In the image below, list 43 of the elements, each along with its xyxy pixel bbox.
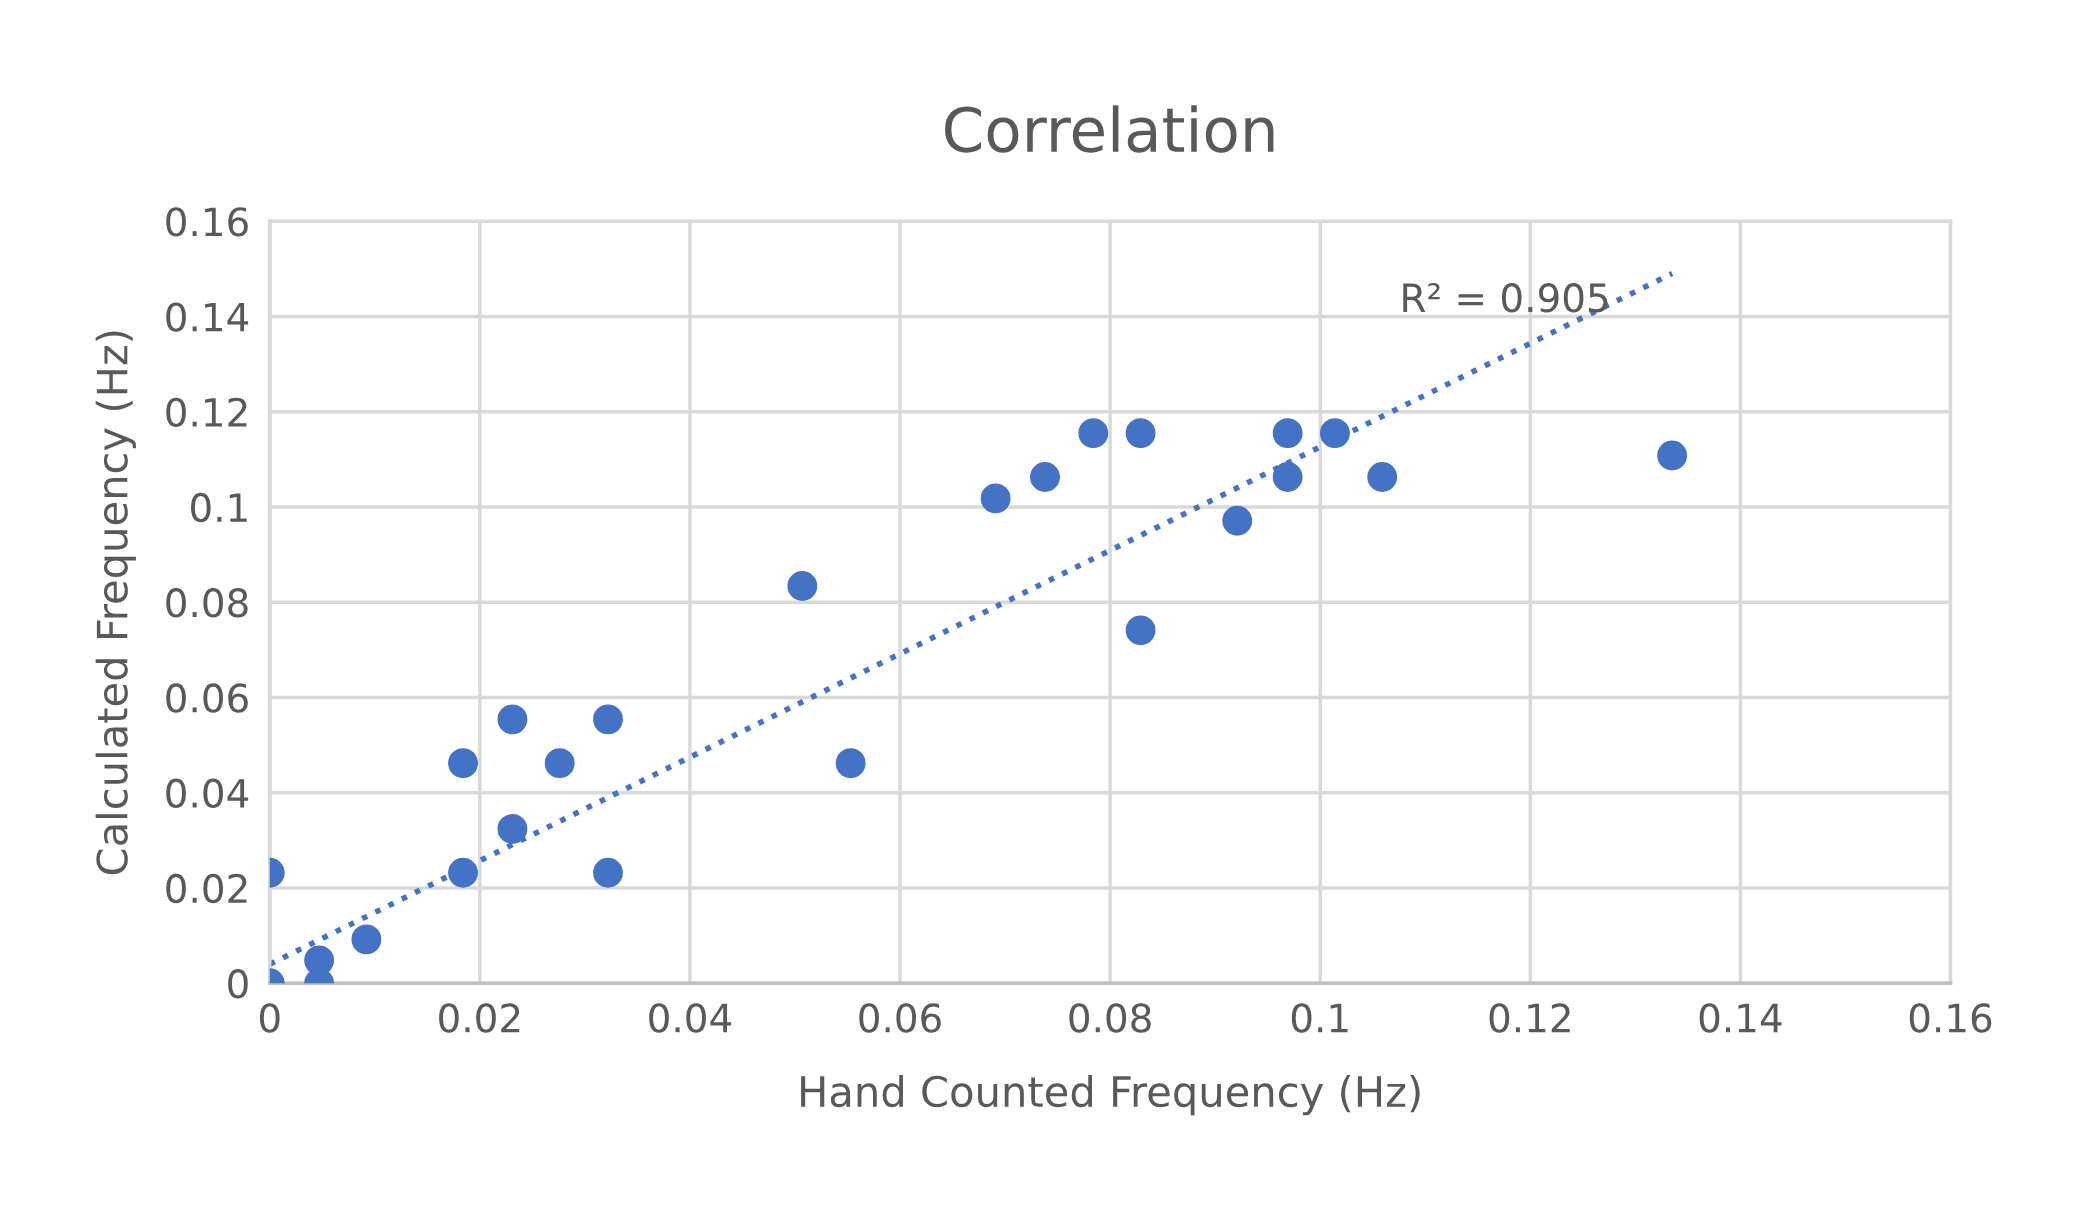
x-tick-label: 0.04 [649, 1003, 732, 1033]
point [1030, 462, 1060, 492]
point [593, 704, 623, 735]
point [1657, 440, 1688, 471]
point [448, 857, 478, 888]
x-tick-label: 0.1 [1291, 1003, 1348, 1033]
x-tick-label: 0.14 [1699, 1003, 1782, 1033]
y-tick-label: 0.04 [166, 778, 249, 809]
point [1125, 418, 1156, 449]
y-tick-label: 0.14 [166, 302, 249, 332]
point [787, 571, 818, 601]
x-tick-label: 0 [259, 1003, 280, 1033]
y-tick-label: 0.12 [166, 397, 247, 428]
point [1272, 418, 1303, 449]
point [351, 924, 382, 955]
point [1367, 462, 1398, 492]
y-tick-label: 0.16 [166, 207, 248, 237]
point [497, 813, 528, 844]
point [1125, 615, 1156, 646]
x-axis-title: Hand Counted Frequency (Hz) [801, 1075, 1420, 1116]
x-tick-label: 0.06 [859, 1003, 941, 1033]
y-axis-title: Calculated Frequency (Hz) [95, 331, 136, 875]
point [448, 748, 478, 779]
point [1272, 462, 1303, 492]
x-tick-label: 0.02 [439, 1003, 520, 1033]
point [593, 857, 623, 888]
x-tick-label: 0.16 [1909, 1003, 1992, 1033]
chart-title: Correlation [945, 105, 1274, 153]
point [835, 748, 866, 779]
point [980, 483, 1011, 514]
y-tick-label: 0.02 [166, 873, 247, 904]
annotation: R² = 0.905 [1403, 283, 1608, 313]
point [1319, 418, 1350, 449]
y-tick-label: 0.1 [191, 492, 247, 523]
x-tick-label: 0.12 [1489, 1003, 1570, 1033]
x-tick-label: 0.08 [1069, 1003, 1151, 1033]
point [497, 704, 528, 735]
point [544, 748, 575, 779]
point [1222, 505, 1253, 536]
point [1078, 418, 1109, 449]
y-tick-label: 0.06 [166, 683, 248, 713]
y-tick-label: 0 [228, 969, 248, 999]
y-tick-label: 0.08 [166, 588, 248, 618]
